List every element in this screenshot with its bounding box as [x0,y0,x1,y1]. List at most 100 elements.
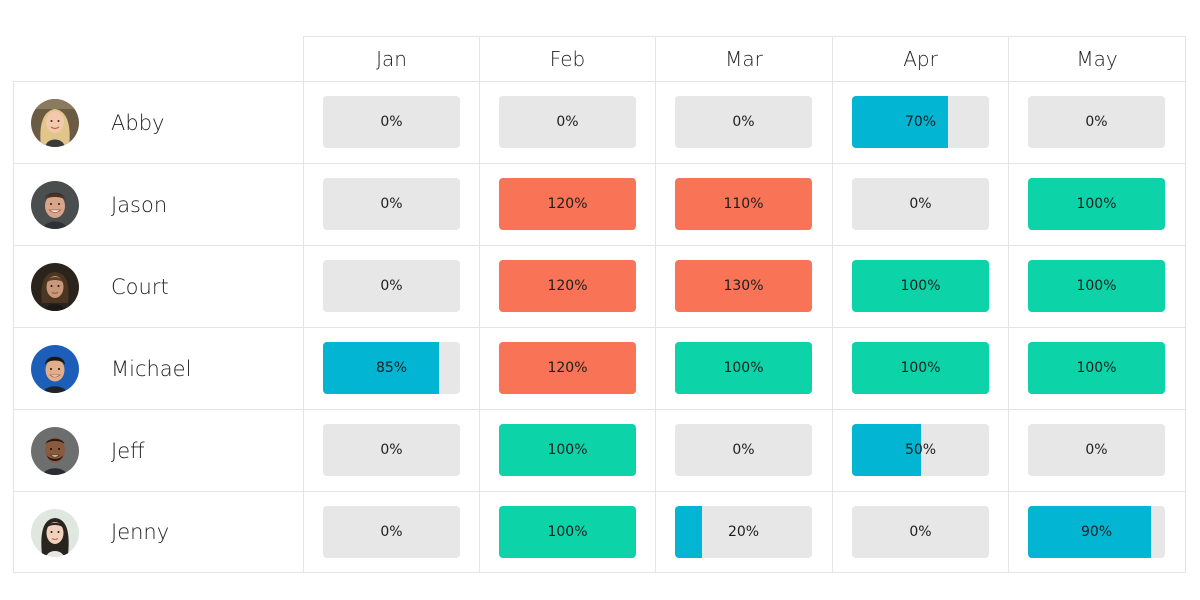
value-cell: 90% [1009,492,1186,573]
person-name: Jason [111,192,168,217]
utilization-bar: 70% [852,96,989,148]
bar-label: 130% [723,278,764,294]
bar-fill [852,96,948,148]
bar-label: 0% [556,114,579,130]
utilization-bar: 120% [499,260,636,312]
bar-fill [1028,342,1165,394]
bar-fill [1028,178,1165,230]
bar-fill [852,342,989,394]
utilization-bar: 100% [852,260,989,312]
avatar [31,263,79,311]
month-header-apr: Apr [833,36,1009,82]
bar-fill [499,342,636,394]
bar-fill [323,342,440,394]
value-cell: 120% [480,164,656,246]
value-cell: 85% [304,328,480,410]
utilization-bar: 100% [499,506,636,558]
person-cell: Jeff [13,410,304,492]
bar-label: 0% [380,278,403,294]
bar-label: 110% [723,196,764,212]
utilization-bar: 0% [675,424,812,476]
utilization-bar: 100% [1028,260,1165,312]
month-header-may: May [1009,36,1186,82]
bar-label: 0% [380,196,403,212]
bar-label: 100% [1076,278,1117,294]
value-cell: 100% [1009,164,1186,246]
avatar-man-blue-background-icon [31,345,79,393]
person-cell: Jenny [13,492,304,573]
value-cell: 100% [833,246,1009,328]
avatar [31,509,79,557]
value-cell: 100% [480,492,656,573]
person-cell: Abby [13,82,304,164]
value-cell: 0% [304,492,480,573]
bar-label: 120% [547,196,588,212]
utilization-bar: 90% [1028,506,1165,558]
bar-label: 100% [900,278,941,294]
avatar-long-hair-man-icon [31,263,79,311]
bar-label: 0% [380,442,403,458]
value-cell: 0% [304,82,480,164]
bar-fill [675,342,812,394]
value-cell: 0% [304,246,480,328]
person-name: Jeff [111,438,145,463]
avatar [31,427,79,475]
bar-label: 50% [904,442,937,458]
bar-fill [499,424,636,476]
utilization-bar: 0% [1028,424,1165,476]
bar-fill [1028,260,1165,312]
avatar-dark-hair-woman-icon [31,509,79,557]
bar-fill [675,506,703,558]
value-cell: 100% [1009,328,1186,410]
bar-label: 70% [904,114,937,130]
value-cell: 0% [656,82,833,164]
bar-label: 100% [547,442,588,458]
value-cell: 20% [656,492,833,573]
value-cell: 100% [656,328,833,410]
value-cell: 100% [833,328,1009,410]
utilization-bar: 100% [852,342,989,394]
utilization-bar: 120% [499,178,636,230]
table-corner [13,36,304,82]
utilization-bar: 100% [675,342,812,394]
avatar-bald-man-icon [31,427,79,475]
value-cell: 110% [656,164,833,246]
bar-label: 120% [547,278,588,294]
utilization-bar: 0% [499,96,636,148]
value-cell: 0% [656,410,833,492]
bar-fill [499,178,636,230]
bar-fill [852,424,921,476]
bar-label: 100% [547,524,588,540]
avatar-blonde-woman-icon [31,99,79,147]
person-cell: Jason [13,164,304,246]
avatar [31,345,79,393]
value-cell: 70% [833,82,1009,164]
utilization-bar: 110% [675,178,812,230]
bar-label: 120% [547,360,588,376]
person-name: Michael [111,356,192,381]
value-cell: 120% [480,328,656,410]
value-cell: 50% [833,410,1009,492]
utilization-bar: 100% [1028,178,1165,230]
utilization-bar: 50% [852,424,989,476]
bar-label: 100% [1076,196,1117,212]
value-cell: 0% [304,164,480,246]
bar-label: 100% [723,360,764,376]
month-header-jan: Jan [304,36,480,82]
bar-label: 100% [900,360,941,376]
utilization-bar: 0% [323,506,460,558]
bar-label: 0% [732,114,755,130]
month-header-mar: Mar [656,36,833,82]
person-cell: Court [13,246,304,328]
person-name: Court [111,274,169,299]
utilization-bar: 0% [323,96,460,148]
bar-fill [499,260,636,312]
value-cell: 0% [480,82,656,164]
utilization-bar: 20% [675,506,812,558]
bar-label: 0% [909,196,932,212]
utilization-bar: 100% [1028,342,1165,394]
value-cell: 0% [833,492,1009,573]
utilization-bar: 100% [499,424,636,476]
utilization-bar: 130% [675,260,812,312]
utilization-bar: 120% [499,342,636,394]
